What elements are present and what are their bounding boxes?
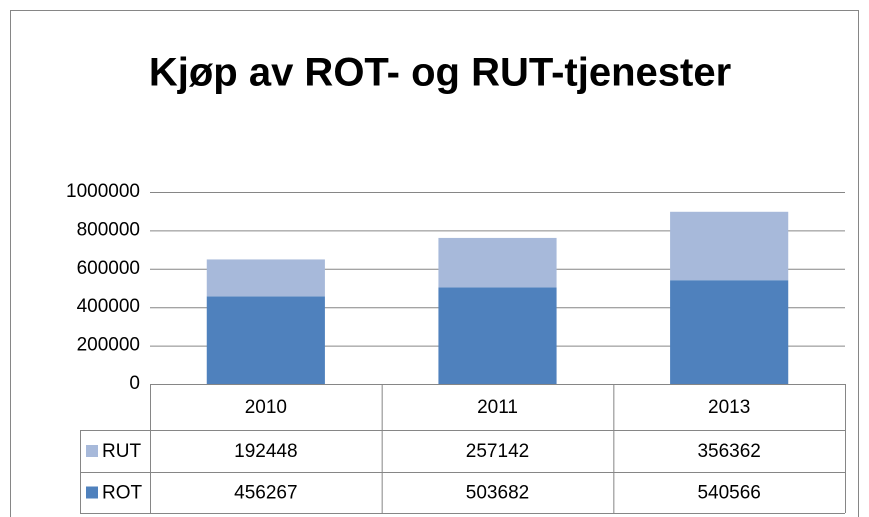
bar-segment <box>206 296 325 384</box>
chart-frame <box>10 10 859 517</box>
x-tick-label: 2013 <box>708 397 750 418</box>
x-tick-label: 2010 <box>245 397 287 418</box>
x-tick-label: 2011 <box>477 397 518 418</box>
legend-label: ROT <box>102 483 143 504</box>
y-tick-label: 1000000 <box>66 181 140 202</box>
y-tick-label: 0 <box>129 373 140 394</box>
bar-segment <box>206 259 325 297</box>
y-tick-label: 200000 <box>77 335 140 356</box>
table-value: 356362 <box>697 441 760 462</box>
bar-segment <box>438 237 557 288</box>
chart-title: Kjøp av ROT- og RUT-tjenester <box>149 51 731 95</box>
table-value: 503682 <box>466 483 529 504</box>
bar-segment <box>670 280 789 384</box>
table-value: 456267 <box>234 483 297 504</box>
table-value: 192448 <box>234 441 297 462</box>
legend-swatch <box>86 486 98 499</box>
y-tick-label: 600000 <box>77 258 140 279</box>
table-value: 540566 <box>697 483 760 504</box>
y-tick-label: 400000 <box>77 296 140 317</box>
table-value: 257142 <box>466 441 529 462</box>
bar-segment <box>438 287 557 384</box>
bar-segment <box>670 211 789 281</box>
legend-label: RUT <box>102 441 141 462</box>
legend-swatch <box>86 445 98 457</box>
y-tick-label: 800000 <box>77 219 140 240</box>
